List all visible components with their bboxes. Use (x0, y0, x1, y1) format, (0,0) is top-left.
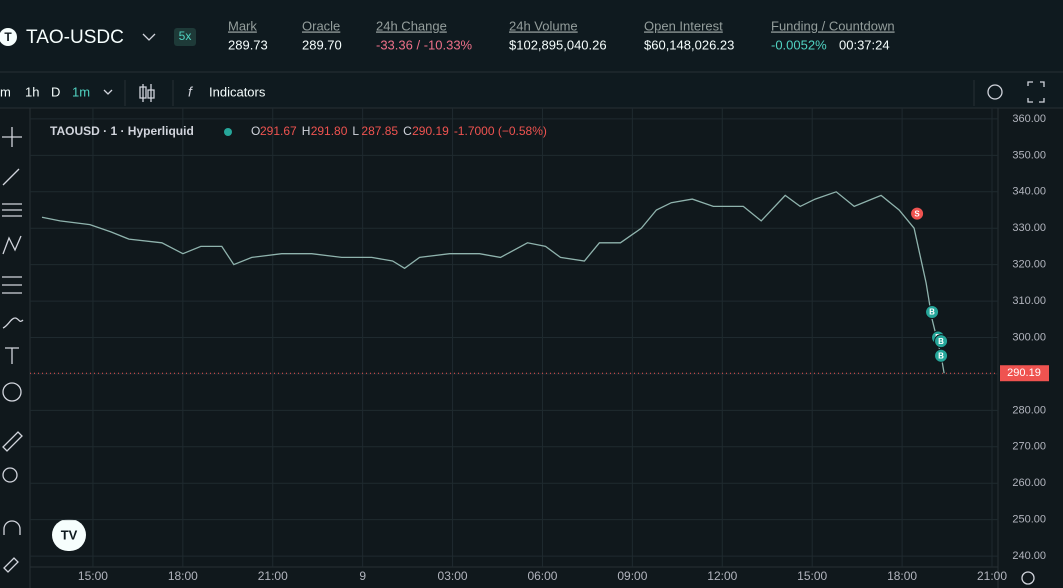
change: -1.7000 (−0.58%) (454, 124, 547, 138)
y-tick-label: 340.00 (1012, 186, 1046, 198)
leverage-badge[interactable] (174, 28, 196, 46)
interval-active[interactable]: 1m (72, 84, 90, 99)
stat-value: $60,148,026.23 (644, 37, 734, 52)
trade-label: B (929, 308, 935, 317)
settings-icon[interactable] (1021, 571, 1035, 585)
trade-label: S (914, 209, 920, 218)
tool[interactable] (2, 127, 22, 147)
y-tick-label: 350.00 (1012, 149, 1046, 161)
status-dot (224, 128, 232, 136)
ohlc-key: L (352, 124, 359, 138)
ohlc-value: 291.67 (260, 124, 297, 138)
x-tick-label: 15:00 (797, 569, 827, 583)
stat-label[interactable]: 24h Change (376, 18, 447, 33)
trade-marker[interactable] (910, 206, 925, 221)
interval[interactable]: 1h (25, 84, 39, 99)
price-line (41, 191, 945, 374)
stat-value: $102,895,040.26 (509, 37, 607, 52)
y-tick-label: 260.00 (1012, 477, 1046, 489)
token-logo (0, 28, 17, 46)
tool[interactable] (3, 557, 19, 573)
tool[interactable] (2, 431, 23, 452)
stat-label[interactable]: 24h Volume (509, 18, 578, 33)
stat-label[interactable]: Funding / Countdown (771, 18, 895, 33)
interval[interactable]: D (51, 84, 60, 99)
tool[interactable] (5, 347, 19, 364)
trade-label: B (938, 337, 944, 346)
tool[interactable] (2, 382, 22, 402)
logo-letter: T (4, 30, 12, 44)
x-tick-label: 12:00 (707, 569, 737, 583)
stat-value: -33.36 / -10.33% (376, 37, 473, 52)
tool[interactable] (2, 203, 22, 217)
x-tick-label: 21:00 (977, 569, 1007, 583)
drawing-tools (2, 127, 24, 573)
snapshot-icon[interactable] (987, 84, 1003, 100)
stat-label[interactable]: Open Interest (644, 18, 723, 33)
trade-marker[interactable] (925, 305, 940, 319)
symbol: TAOUSD · 1 · Hyperliquid (50, 124, 194, 138)
stat-value: 289.70 (302, 37, 342, 52)
ohlc-value: 291.80 (311, 124, 348, 138)
last-price-box (1000, 365, 1049, 382)
x-tick-label: 9 (359, 569, 366, 583)
y-tick-label: 250.00 (1012, 514, 1046, 526)
trade-label: B (938, 351, 944, 360)
x-tick-label: 18:00 (168, 569, 198, 583)
chevron[interactable] (142, 33, 156, 41)
tool[interactable] (2, 467, 18, 483)
x-tick-label: 21:00 (258, 569, 288, 583)
tv-logo[interactable] (52, 519, 86, 551)
candle-icon[interactable] (139, 84, 155, 102)
x-tick-label: 18:00 (887, 569, 917, 583)
stat-label[interactable]: Mark (228, 18, 257, 33)
y-tick-label: 330.00 (1012, 222, 1046, 234)
fx-icon[interactable]: f (188, 84, 194, 100)
indicators[interactable]: Indicators (209, 84, 266, 99)
ohlc-key: H (302, 124, 311, 138)
tool[interactable] (2, 235, 22, 255)
tool[interactable] (2, 276, 22, 294)
y-tick-label: 300.00 (1012, 331, 1046, 343)
x-tick-label: 09:00 (617, 569, 647, 583)
stat-label[interactable]: Oracle (302, 18, 340, 33)
y-tick-label: 240.00 (1012, 550, 1046, 562)
y-tick-label: 310.00 (1012, 295, 1046, 307)
ohlc-key: C (403, 124, 412, 138)
x-tick-label: 03:00 (438, 569, 468, 583)
y-tick-label: 280.00 (1012, 404, 1046, 416)
tool[interactable] (2, 317, 24, 329)
interval[interactable]: m (0, 84, 11, 99)
pair[interactable]: TAO-USDC (26, 27, 124, 48)
x-tick-label: 06:00 (527, 569, 557, 583)
stat-value: 289.73 (228, 37, 268, 52)
ohlc-key: O (251, 124, 260, 138)
leverage[interactable]: 5x (179, 29, 192, 43)
ohlc-value: 290.19 (412, 124, 449, 138)
tool[interactable] (2, 168, 20, 186)
tv-logo-text: TV (61, 527, 78, 542)
fullscreen-icon[interactable] (1027, 81, 1045, 103)
trade-marker[interactable] (934, 334, 949, 349)
y-tick-label: 270.00 (1012, 441, 1046, 453)
stat-value: -0.0052% (771, 37, 827, 52)
y-tick-label: 320.00 (1012, 259, 1046, 271)
last-price-label: 290.19 (1007, 367, 1041, 379)
tool[interactable] (3, 520, 21, 535)
chart-bg (0, 108, 1063, 588)
trade-marker[interactable] (934, 348, 949, 363)
stat-extra: 00:37:24 (839, 37, 890, 52)
y-tick-label: 360.00 (1012, 113, 1046, 125)
x-tick-label: 15:00 (78, 569, 108, 583)
ohlc-value: 287.85 (361, 124, 398, 138)
chevron[interactable] (103, 89, 113, 95)
